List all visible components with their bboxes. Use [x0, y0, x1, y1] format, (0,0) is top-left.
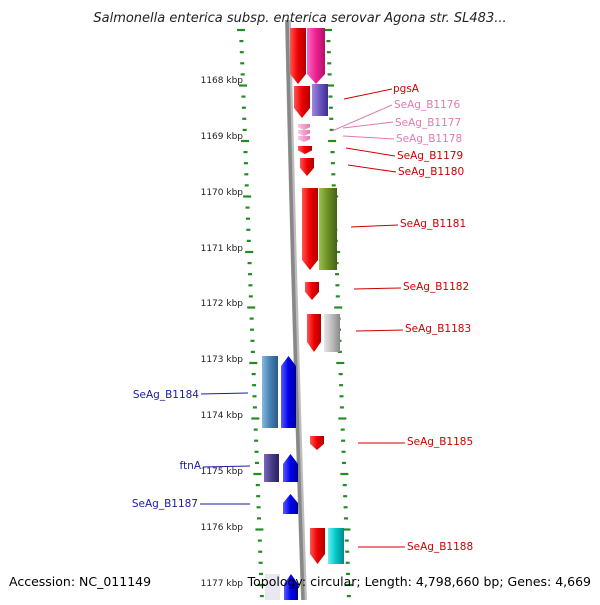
- gene-feature[interactable]: [262, 356, 278, 428]
- label-leader-lines: [200, 88, 405, 548]
- gene-feature[interactable]: [265, 574, 280, 600]
- label-leader: [347, 164, 397, 173]
- gene-feature[interactable]: [284, 574, 298, 600]
- label-leader: [202, 465, 251, 468]
- gene-feature[interactable]: [281, 356, 296, 428]
- gene-label[interactable]: pgsA: [393, 83, 420, 95]
- ruler-label: 1173 kbp: [201, 355, 244, 365]
- gene-feature[interactable]: [283, 454, 298, 482]
- gene-feature[interactable]: [319, 188, 337, 270]
- gene-feature[interactable]: [283, 494, 298, 514]
- map-title: Salmonella enterica subsp. enterica sero…: [93, 11, 506, 26]
- gene-labels: pgsA SeAg_B1176 SeAg_B1177 SeAg_B1178 SeAg_B…: [132, 83, 473, 553]
- gene-label[interactable]: SeAg_B1188: [407, 541, 473, 553]
- label-leader: [345, 147, 396, 157]
- gene-feature[interactable]: [328, 528, 344, 564]
- ruler-label: 1171 kbp: [201, 244, 244, 254]
- ruler-label: 1176 kbp: [201, 523, 244, 533]
- gene-feature[interactable]: [298, 146, 312, 154]
- axis-line: [285, 19, 305, 601]
- gene-label[interactable]: SeAg_B1176: [394, 99, 460, 111]
- gene-label[interactable]: SeAg_B1185: [407, 436, 473, 448]
- ruler-label: 1174 kbp: [201, 411, 244, 421]
- gene-feature[interactable]: [324, 314, 340, 352]
- gene-label[interactable]: SeAg_B1182: [403, 281, 469, 293]
- gene-label[interactable]: ftnA: [180, 460, 202, 472]
- gene-feature[interactable]: [298, 136, 310, 142]
- gene-feature[interactable]: [302, 188, 318, 270]
- label-leader: [343, 88, 393, 100]
- gene-label[interactable]: SeAg_B1181: [400, 218, 466, 230]
- label-leader: [353, 287, 402, 290]
- accession-text: Accession: NC_011149: [9, 574, 151, 589]
- gene-feature[interactable]: [300, 158, 314, 176]
- ruler-labels: 1168 kbp 1169 kbp 1170 kbp 1171 kbp 1172 kbp…: [201, 76, 244, 589]
- label-leader: [342, 121, 394, 129]
- gene-feature[interactable]: [264, 454, 279, 482]
- label-leader: [331, 104, 393, 132]
- ruler-label: 1177 kbp: [201, 579, 244, 589]
- ruler-label: 1175 kbp: [201, 467, 244, 477]
- label-leader: [200, 392, 249, 395]
- gene-feature[interactable]: [305, 282, 319, 300]
- gene-feature[interactable]: [310, 436, 324, 450]
- gene-feature[interactable]: [298, 130, 310, 136]
- gene-label[interactable]: SeAg_B1179: [397, 150, 463, 162]
- label-leader: [342, 135, 395, 140]
- gene-label[interactable]: SeAg_B1178: [396, 133, 462, 145]
- topology-text: Topology: circular; Length: 4,798,660 bp…: [247, 574, 591, 589]
- genome-axis: [285, 19, 307, 601]
- gene-feature[interactable]: [290, 28, 306, 84]
- gene-feature[interactable]: [298, 124, 310, 130]
- gene-feature[interactable]: [294, 86, 310, 118]
- gene-label[interactable]: SeAg_B1180: [398, 166, 464, 178]
- label-leader: [350, 224, 399, 228]
- ruler-label: 1169 kbp: [201, 132, 244, 142]
- gene-label[interactable]: SeAg_B1184: [133, 389, 199, 401]
- ruler-label: 1168 kbp: [201, 76, 244, 86]
- ruler-ticks: [237, 28, 353, 598]
- gene-feature[interactable]: [307, 28, 325, 84]
- gene-label[interactable]: SeAg_B1187: [132, 498, 198, 510]
- gene-feature[interactable]: [312, 84, 328, 116]
- ruler-label: 1172 kbp: [201, 299, 244, 309]
- gene-feature[interactable]: [307, 314, 321, 352]
- ruler-label: 1170 kbp: [201, 188, 244, 198]
- gene-features: [262, 28, 344, 600]
- gene-label[interactable]: SeAg_B1177: [395, 117, 461, 129]
- gene-label[interactable]: SeAg_B1183: [405, 323, 471, 335]
- label-leader: [355, 329, 404, 332]
- gene-feature[interactable]: [310, 528, 325, 564]
